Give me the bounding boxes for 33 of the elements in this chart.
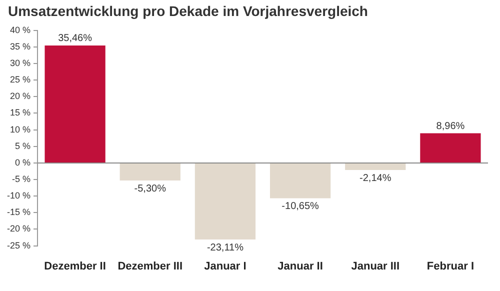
bar: [194, 163, 256, 240]
x-tick-label: Dezember III: [118, 260, 183, 272]
bar: [270, 163, 331, 198]
data-label: 35,46%: [58, 33, 92, 44]
y-tick-label: 35 %: [10, 41, 31, 52]
y-tick-label: 40 %: [10, 24, 31, 35]
data-label: -5,30%: [134, 183, 166, 194]
data-label: -23,11%: [206, 242, 244, 254]
y-tick-label: 5 %: [14, 140, 31, 151]
y-tick-label: -5 %: [12, 174, 31, 184]
x-tick-label: Dezember II: [44, 260, 106, 272]
y-tick-label: -15 %: [6, 207, 31, 218]
y-tick-label: 30 %: [10, 58, 31, 68]
y-tick-label: 0 %: [14, 157, 31, 168]
chart-title: Umsatzentwicklung pro Dekade im Vorjahresvergleich: [8, 3, 368, 19]
data-label: -2,14%: [360, 172, 392, 184]
data-label: 8,96%: [436, 121, 465, 132]
x-tick-label: Februar I: [426, 260, 474, 272]
bar: [44, 45, 106, 162]
y-tick-label: 25 %: [10, 74, 31, 85]
bar: [420, 133, 481, 162]
x-tick-label: Januar I: [204, 260, 246, 272]
y-tick-label: 10 %: [10, 124, 31, 134]
y-tick-label: 20 %: [10, 91, 31, 102]
y-tick-label: -20 %: [6, 224, 31, 234]
bar: [345, 163, 406, 170]
x-tick-label: Januar III: [351, 260, 400, 272]
y-tick-label: 15 %: [10, 108, 31, 118]
bar: [120, 163, 180, 181]
data-label: -10,65%: [282, 200, 320, 212]
x-tick-label: Januar II: [278, 260, 323, 272]
y-tick-label: -10 %: [6, 190, 31, 201]
y-tick-label: -25 %: [6, 240, 31, 250]
